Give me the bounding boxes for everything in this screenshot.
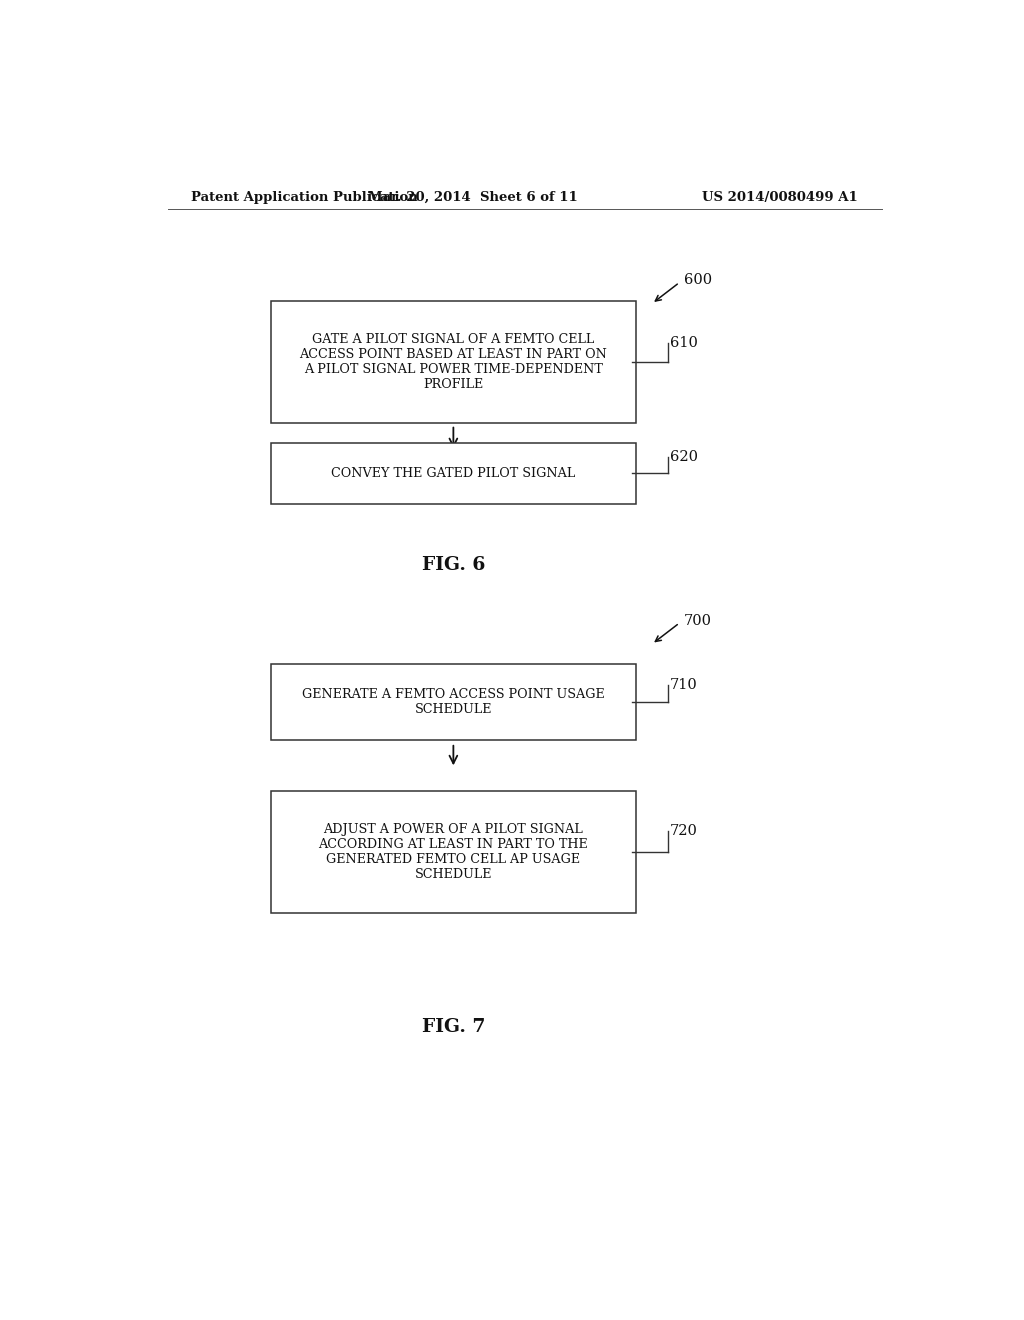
Text: 700: 700	[684, 614, 712, 628]
Text: Mar. 20, 2014  Sheet 6 of 11: Mar. 20, 2014 Sheet 6 of 11	[369, 190, 579, 203]
Text: 720: 720	[670, 824, 698, 838]
Text: ADJUST A POWER OF A PILOT SIGNAL
ACCORDING AT LEAST IN PART TO THE
GENERATED FEM: ADJUST A POWER OF A PILOT SIGNAL ACCORDI…	[318, 822, 588, 880]
Text: 600: 600	[684, 273, 712, 288]
Text: 710: 710	[670, 678, 697, 692]
Text: US 2014/0080499 A1: US 2014/0080499 A1	[702, 190, 858, 203]
Bar	[270, 301, 636, 422]
Text: Patent Application Publication: Patent Application Publication	[191, 190, 418, 203]
Text: FIG. 7: FIG. 7	[422, 1019, 485, 1036]
Text: GATE A PILOT SIGNAL OF A FEMTO CELL
ACCESS POINT BASED AT LEAST IN PART ON
A PIL: GATE A PILOT SIGNAL OF A FEMTO CELL ACCE…	[299, 333, 607, 391]
Bar	[270, 444, 636, 504]
Text: GENERATE A FEMTO ACCESS POINT USAGE
SCHEDULE: GENERATE A FEMTO ACCESS POINT USAGE SCHE…	[302, 688, 605, 717]
Text: 610: 610	[670, 337, 698, 350]
Text: CONVEY THE GATED PILOT SIGNAL: CONVEY THE GATED PILOT SIGNAL	[331, 467, 575, 480]
Text: 620: 620	[670, 450, 698, 465]
Text: FIG. 6: FIG. 6	[422, 556, 485, 574]
Bar	[270, 664, 636, 741]
Bar	[270, 791, 636, 912]
